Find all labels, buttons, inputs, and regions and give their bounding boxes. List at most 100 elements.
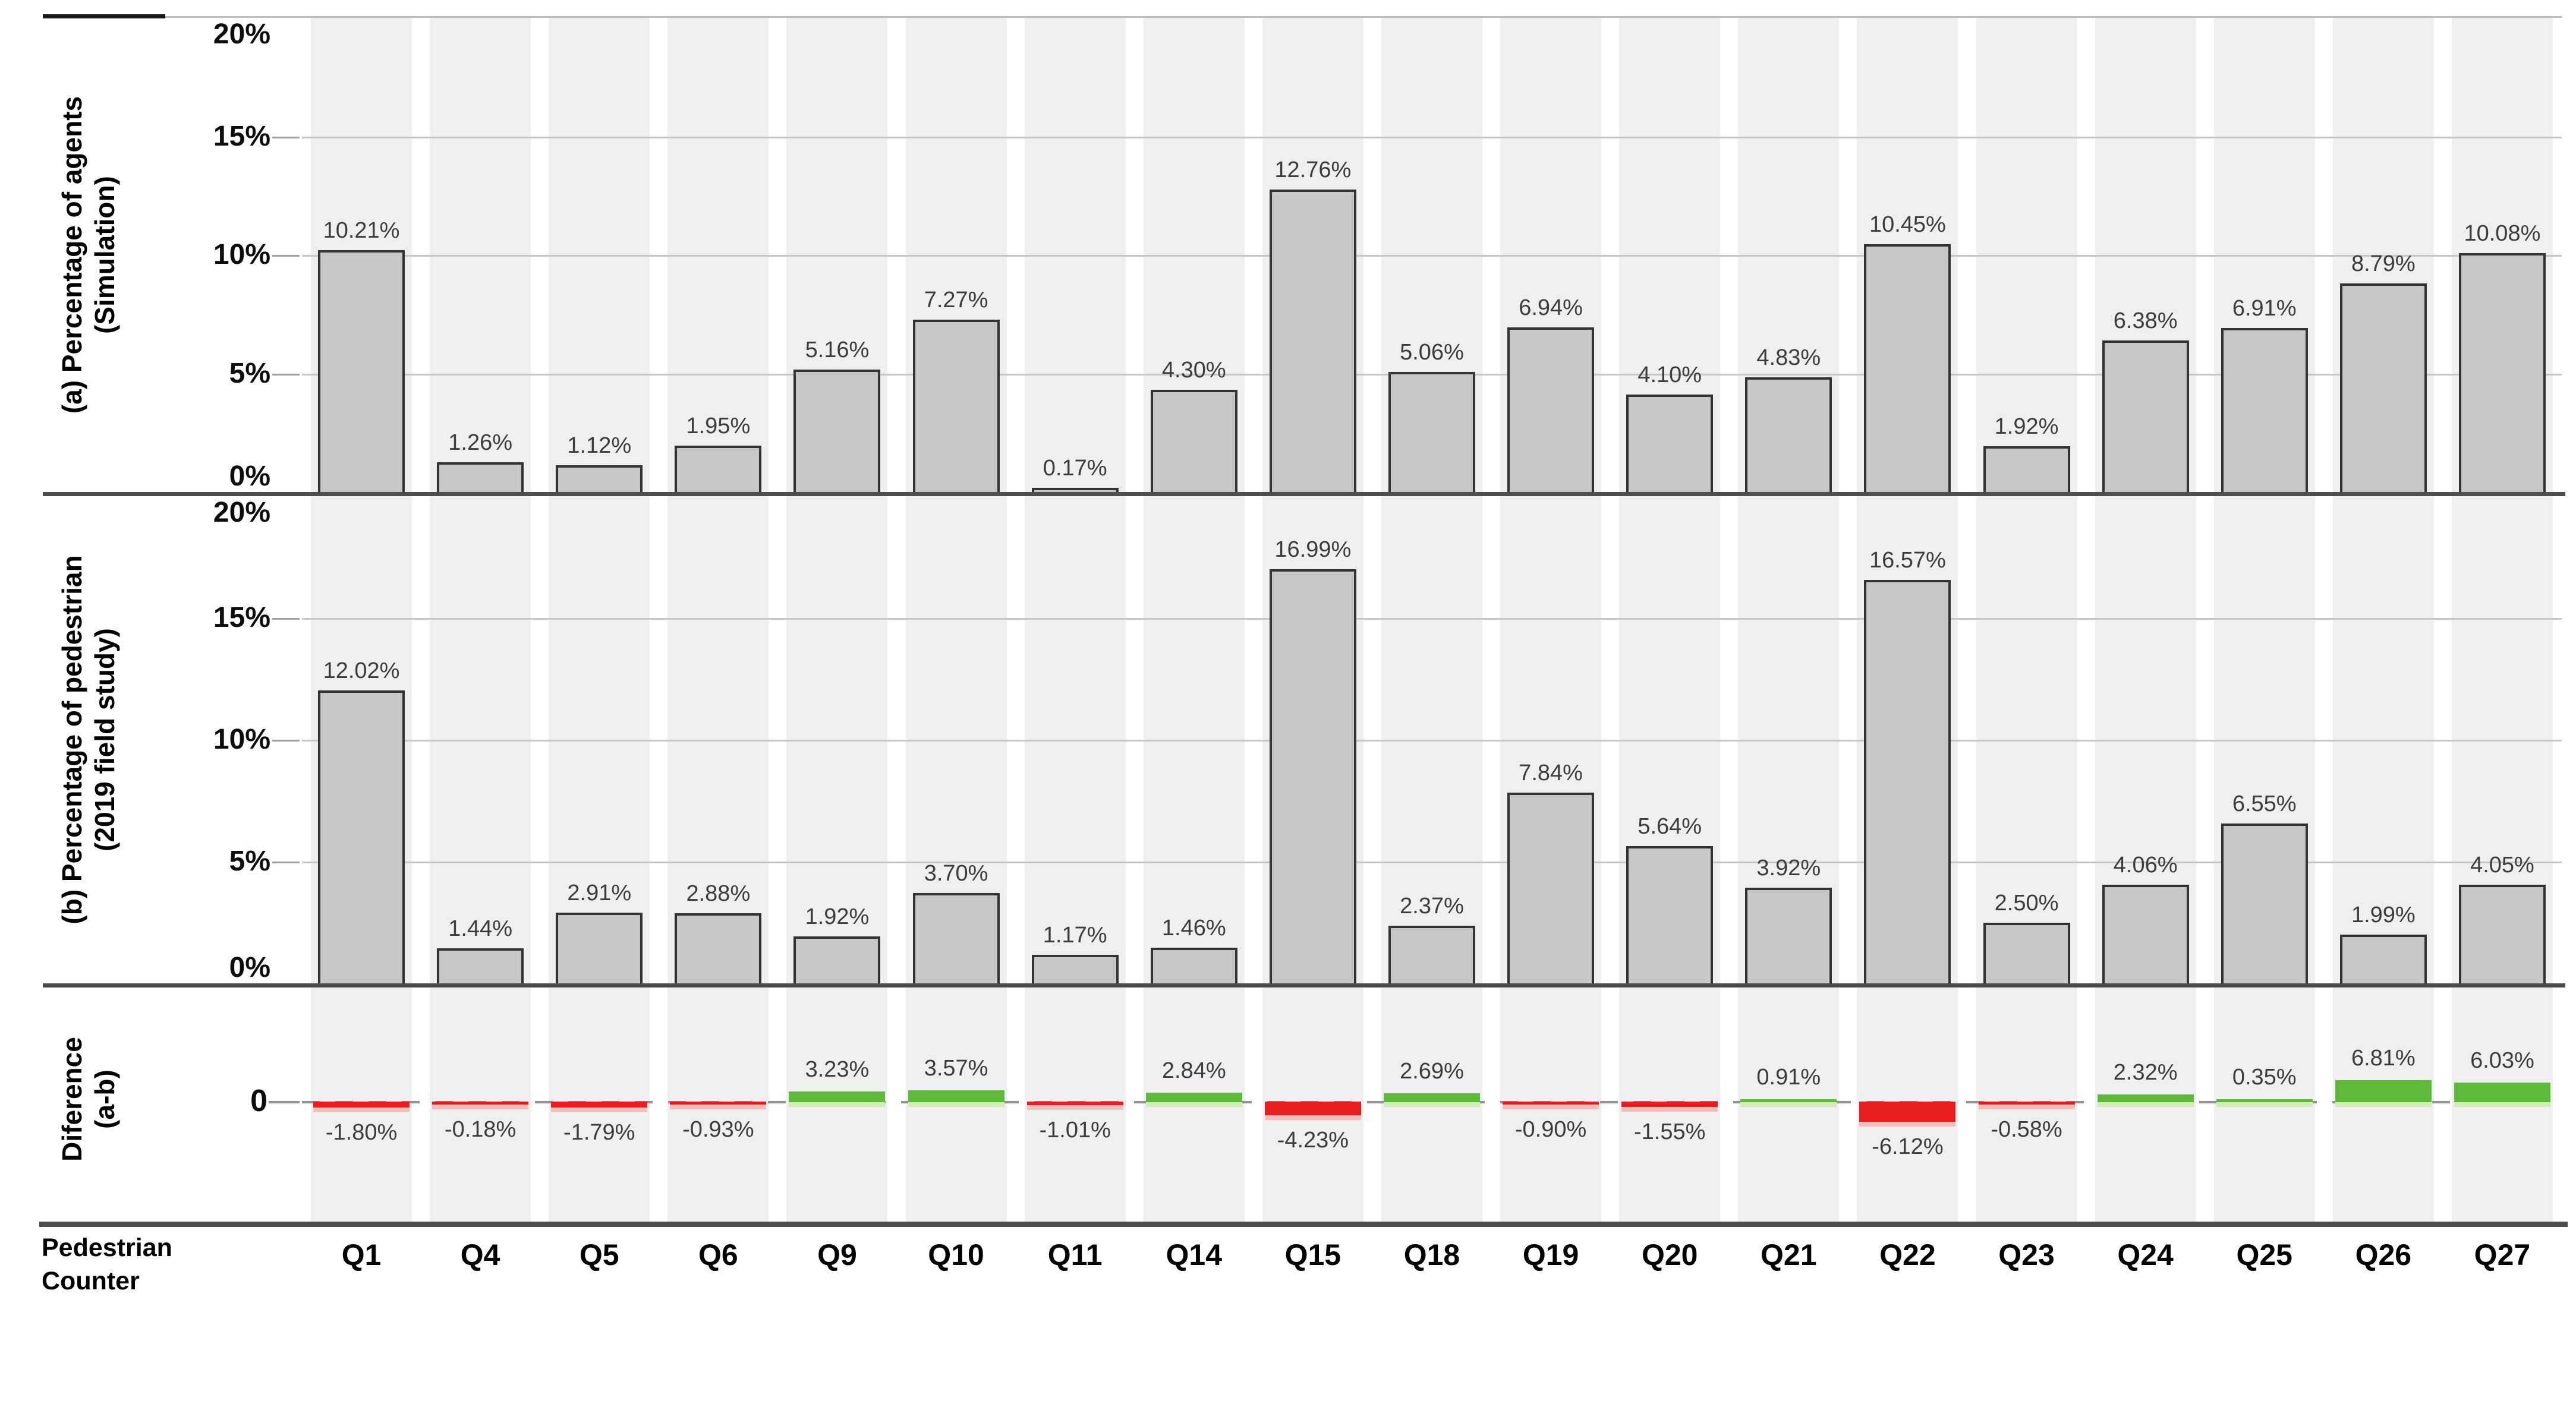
diff-bar xyxy=(670,1102,767,1110)
bar-value-label: 16.57% xyxy=(1869,547,1946,573)
bar-value-label: 1.46% xyxy=(1161,916,1226,941)
bar-value-label: 8.79% xyxy=(2351,251,2416,277)
category-band xyxy=(1500,18,1602,1222)
x-tick-label: Q1 xyxy=(341,1238,382,1272)
bar-value-label: 1.17% xyxy=(1043,923,1107,948)
diff-value-label: -0.18% xyxy=(444,1117,517,1142)
diff-bar xyxy=(1978,1102,2075,1109)
bar xyxy=(1031,955,1119,983)
category-band xyxy=(2451,18,2553,1222)
y-tick-label: 20% xyxy=(213,497,270,528)
x-axis-title-line2: Counter xyxy=(42,1267,140,1295)
bar xyxy=(1388,372,1475,492)
x-tick-label: Q19 xyxy=(1522,1238,1579,1272)
bar-value-label: 1.44% xyxy=(448,916,513,941)
category-band xyxy=(786,18,888,1222)
diff-bar xyxy=(432,1102,529,1109)
diff-bar xyxy=(908,1090,1004,1107)
diff-value-label: 2.32% xyxy=(2113,1060,2178,1086)
y-tick-label: 15% xyxy=(213,120,270,152)
diff-bar xyxy=(551,1102,648,1112)
diff-value-label: -0.90% xyxy=(1514,1117,1587,1142)
diff-bar xyxy=(789,1091,886,1107)
diff-bar xyxy=(1503,1102,1599,1109)
bar-value-label: 10.45% xyxy=(1869,212,1946,238)
tick-15pct xyxy=(272,136,300,138)
bar xyxy=(318,690,405,983)
x-tick-label: Q22 xyxy=(1879,1238,1936,1272)
bar-value-label: 3.92% xyxy=(1756,856,1821,881)
x-tick-label: Q10 xyxy=(928,1238,984,1272)
diff-value-label: 6.03% xyxy=(2470,1048,2534,1073)
x-tick-label: Q21 xyxy=(1761,1238,1817,1272)
x-tick-label: Q18 xyxy=(1403,1238,1460,1272)
panel-separator-ab xyxy=(43,492,2565,496)
bar-value-label: 2.88% xyxy=(686,881,751,906)
category-band xyxy=(667,18,769,1222)
panel-separator-bc xyxy=(43,983,2565,988)
bar xyxy=(318,250,405,492)
category-band xyxy=(2332,18,2434,1222)
bar-value-label: 3.70% xyxy=(924,861,988,886)
gridline-5pct xyxy=(302,862,2562,863)
bar-value-label: 5.06% xyxy=(1400,340,1464,365)
x-tick-label: Q26 xyxy=(2355,1238,2412,1272)
bar xyxy=(912,319,1000,492)
category-band xyxy=(1024,18,1126,1222)
bar xyxy=(437,462,524,492)
bar xyxy=(1864,579,1951,983)
diff-bar xyxy=(1026,1102,1123,1110)
bar-value-label: 6.94% xyxy=(1519,295,1583,321)
bar-value-label: 1.99% xyxy=(2351,903,2416,928)
panel-diff-axis-title-line1: Diference xyxy=(56,1037,87,1162)
x-tick-label: Q4 xyxy=(460,1238,500,1272)
bar-value-label: 7.27% xyxy=(924,287,988,313)
y-tick-label: 15% xyxy=(213,602,270,633)
diff-bar xyxy=(2216,1099,2313,1107)
bar xyxy=(675,913,762,983)
bar-value-label: 12.76% xyxy=(1274,157,1352,182)
panel-diff-axis-title: Diference (a-b) xyxy=(56,772,122,1426)
y-tick-label: 5% xyxy=(229,845,270,877)
category-band xyxy=(1619,18,1721,1222)
y-tick-label: 5% xyxy=(229,357,270,389)
tick-5pct xyxy=(272,862,300,863)
y-tick-label: 20% xyxy=(213,18,270,50)
bar xyxy=(1983,922,2070,983)
diff-value-label: -1.79% xyxy=(563,1119,635,1145)
bar-value-label: 10.08% xyxy=(2464,220,2541,246)
bar xyxy=(1983,446,2070,492)
bar-value-label: 0.17% xyxy=(1043,456,1107,481)
category-band xyxy=(430,18,531,1222)
bar xyxy=(793,370,881,492)
diff-value-label: 0.91% xyxy=(1756,1064,1821,1090)
pedestrian-comparison-chart: (a) Percentage of agents (Simulation) (b… xyxy=(39,14,2568,1295)
bar-value-label: 1.12% xyxy=(567,433,632,459)
panel-a-top-border xyxy=(165,16,2562,18)
bar xyxy=(556,465,643,492)
diff-bar xyxy=(2097,1094,2194,1107)
gridline-15pct xyxy=(302,618,2562,620)
bar-value-label: 6.38% xyxy=(2113,308,2178,334)
bar-value-label: 5.16% xyxy=(805,337,870,363)
x-tick-label: Q6 xyxy=(698,1238,738,1272)
bar xyxy=(2102,340,2189,492)
bar-value-label: 7.84% xyxy=(1519,760,1583,785)
bar-value-label: 12.02% xyxy=(323,658,400,684)
diff-value-label: -0.58% xyxy=(1991,1117,2062,1142)
bar xyxy=(1626,395,1714,492)
diff-bar xyxy=(1621,1102,1718,1112)
bar-value-label: 5.64% xyxy=(1637,813,1702,839)
x-tick-label: Q27 xyxy=(2474,1238,2531,1272)
diff-bar xyxy=(1145,1093,1242,1107)
x-tick-label: Q24 xyxy=(2117,1238,2174,1272)
bar xyxy=(675,446,762,492)
y-tick-label: 10% xyxy=(213,724,270,755)
panel-diff-axis-title-line2: (a-b) xyxy=(89,1070,120,1129)
bar-value-label: 2.37% xyxy=(1400,893,1464,919)
bar-value-label: 16.99% xyxy=(1274,537,1352,563)
bar-value-label: 2.50% xyxy=(1994,890,2059,916)
category-band xyxy=(1738,18,1840,1222)
tick-10pct xyxy=(272,255,300,257)
x-tick-label: Q11 xyxy=(1047,1238,1103,1272)
